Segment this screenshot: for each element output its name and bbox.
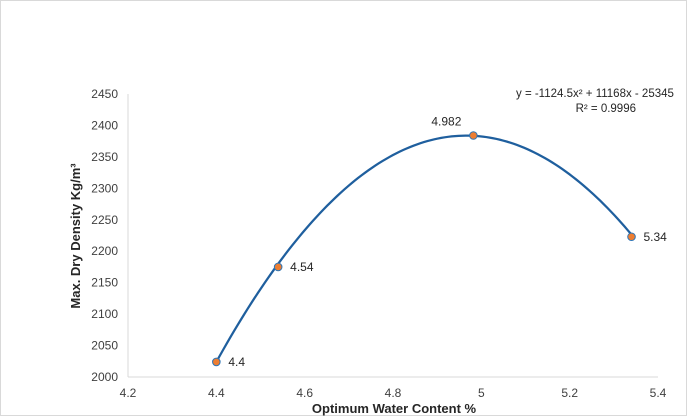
- y-tick-labels: 2000 2050 2100 2150 2200 2250 2300 2350 2400 2450: [91, 87, 118, 384]
- data-label: 4.4: [228, 355, 245, 369]
- data-label: 5.34: [644, 230, 668, 244]
- x-tick-label: 4.4: [208, 386, 225, 400]
- y-tick-label: 2200: [91, 244, 118, 258]
- trendline-curve: [215, 134, 633, 363]
- data-label: 4.54: [290, 260, 314, 274]
- y-tick-label: 2000: [91, 370, 118, 384]
- x-axis-title: Optimum Water Content %: [312, 401, 477, 416]
- x-tick-label: 4.8: [385, 386, 402, 400]
- x-tick-label: 5.4: [650, 386, 667, 400]
- x-tick-label: 5.2: [561, 386, 578, 400]
- data-labels: 4.4 4.54 4.982 5.34: [228, 115, 667, 369]
- y-tick-label: 2150: [91, 276, 118, 290]
- data-label: 4.982: [431, 115, 461, 129]
- x-tick-labels: 4.2 4.4 4.6 4.8 5 5.2 5.4: [120, 386, 667, 400]
- data-point: [469, 131, 478, 140]
- y-tick-label: 2450: [91, 87, 118, 101]
- x-tick-label: 4.6: [296, 386, 313, 400]
- y-tick-label: 2250: [91, 213, 118, 227]
- data-points: [212, 131, 636, 367]
- y-axis-title: Max. Dry Density Kg/m³: [68, 163, 83, 309]
- y-tick-label: 2350: [91, 150, 118, 164]
- y-tick-label: 2400: [91, 118, 118, 132]
- x-tick-label: 5: [478, 386, 485, 400]
- data-point: [627, 232, 636, 242]
- y-tick-label: 2100: [91, 307, 118, 321]
- y-tick-label: 2050: [91, 339, 118, 353]
- data-point: [212, 357, 221, 367]
- x-tick-label: 4.2: [120, 386, 137, 400]
- trendline-r-squared: R² = 0.9996: [576, 103, 636, 115]
- data-point: [273, 262, 283, 272]
- y-tick-label: 2300: [91, 181, 118, 195]
- trendline-equation: y = -1124.5x² + 11168x - 25345: [516, 88, 674, 100]
